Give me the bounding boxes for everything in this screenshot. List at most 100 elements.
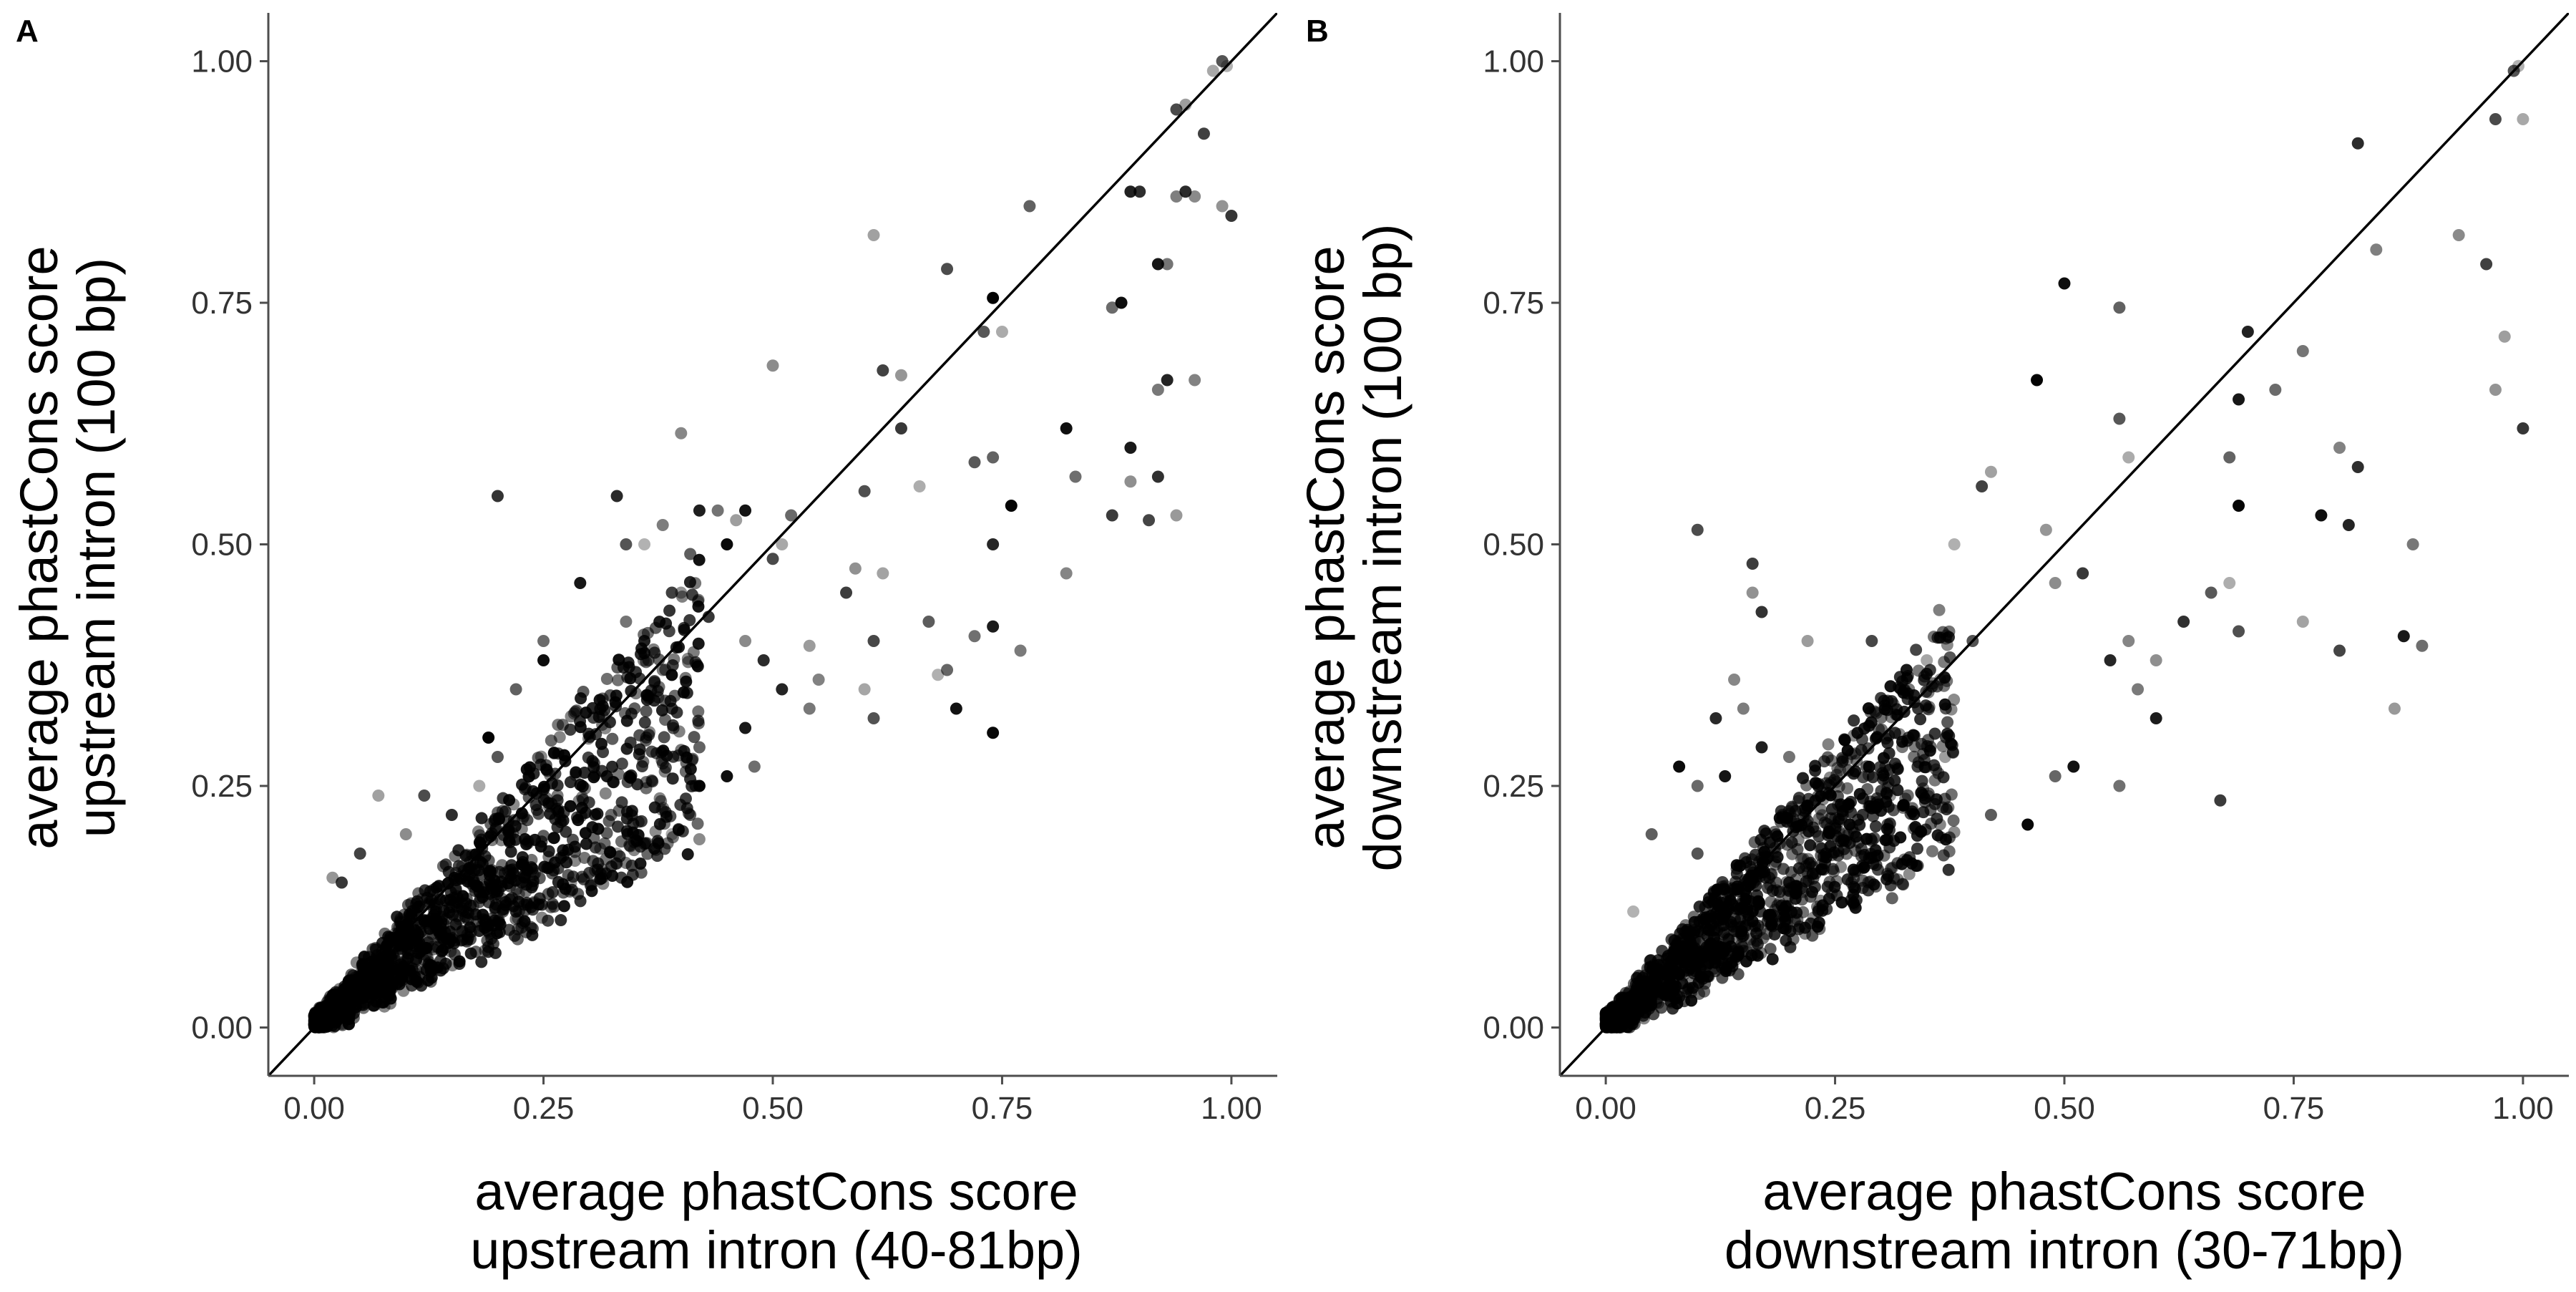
scatter-point: [577, 685, 590, 698]
scatter-point: [1732, 949, 1745, 962]
scatter-point: [338, 1008, 351, 1021]
scatter-point: [658, 731, 670, 744]
scatter-point: [693, 553, 706, 566]
scatter-point: [1868, 832, 1880, 845]
scatter-point: [1869, 820, 1882, 832]
scatter-point: [977, 326, 990, 338]
scatter-point: [1679, 926, 1692, 938]
scatter-point: [1189, 374, 1201, 387]
scatter-point: [555, 914, 567, 927]
scatter-point: [1691, 779, 1704, 792]
scatter-point: [564, 776, 577, 789]
scatter-point: [1801, 867, 1814, 879]
scatter-point: [1809, 777, 1822, 790]
scatter-point: [681, 652, 694, 665]
scatter-point: [1636, 992, 1649, 1005]
scatter-point: [1906, 805, 1918, 818]
scatter-point: [506, 863, 519, 876]
scatter-point: [631, 778, 644, 791]
scatter-point: [1800, 779, 1813, 792]
scatter-point: [659, 761, 672, 774]
scatter-point: [1604, 1020, 1616, 1033]
scatter-point: [565, 876, 577, 889]
scatter-point: [1830, 768, 1843, 781]
x-tick-label: 1.00: [1201, 1091, 1262, 1126]
scatter-point: [1926, 845, 1938, 858]
scatter-point: [663, 604, 676, 617]
scatter-point: [1933, 603, 1946, 616]
scatter-point: [604, 689, 617, 702]
scatter-point: [610, 847, 623, 860]
scatter-point: [2058, 277, 2071, 290]
scatter-point: [557, 849, 570, 862]
scatter-point: [557, 900, 570, 913]
scatter-point: [2452, 229, 2465, 241]
scatter-point: [1868, 705, 1881, 718]
scatter-point: [1161, 374, 1174, 387]
scatter-point: [625, 684, 638, 697]
scatter-point: [1941, 716, 1954, 729]
scatter-point: [577, 793, 590, 806]
scatter-point: [1216, 55, 1229, 67]
scatter-point: [1751, 949, 1764, 962]
scatter-point: [2049, 770, 2062, 782]
scatter-point: [473, 925, 486, 937]
scatter-point: [592, 822, 605, 835]
scatter-point: [1925, 817, 1938, 830]
scatter-point: [1984, 465, 1997, 478]
scatter-point: [2021, 818, 2034, 831]
scatter-point: [1855, 733, 1868, 746]
scatter-point: [1849, 883, 1862, 895]
scatter-point: [341, 982, 354, 995]
y-tick-label: 0.00: [191, 1011, 253, 1046]
scatter-point: [1838, 833, 1850, 846]
scatter-point: [528, 895, 541, 908]
scatter-point: [1687, 910, 1700, 923]
scatter-point: [1865, 635, 1878, 647]
scatter-point: [1652, 996, 1665, 1009]
scatter-point: [512, 888, 525, 900]
scatter-point: [1835, 860, 1848, 873]
scatter-point: [584, 879, 597, 892]
scatter-point: [1891, 784, 1904, 797]
scatter-point: [1179, 185, 1192, 198]
scatter-point: [598, 837, 611, 850]
scatter-point: [1709, 712, 1722, 724]
x-axis-title-b-line1: average phastCons score: [1762, 1162, 2366, 1221]
scatter-point: [693, 741, 706, 754]
scatter-point: [620, 616, 633, 628]
identity-line: [1560, 13, 2569, 1076]
scatter-point: [640, 731, 653, 744]
scatter-point: [449, 897, 462, 910]
y-axis-title-a-line1: average phastCons score: [9, 246, 69, 849]
panel-b: B average phastCons score downstream int…: [1296, 13, 2569, 1280]
scatter-point: [1755, 833, 1767, 846]
scatter-point: [493, 865, 506, 878]
scatter-point: [637, 654, 650, 667]
scatter-point: [922, 616, 935, 628]
scatter-point: [586, 701, 599, 714]
y-tick-label: 1.00: [191, 44, 253, 79]
scatter-point: [522, 837, 535, 850]
scatter-point: [491, 751, 504, 763]
scatter-point: [1719, 770, 1732, 782]
scatter-point: [1124, 475, 1137, 488]
scatter-point: [1878, 703, 1891, 716]
scatter-point: [583, 867, 596, 879]
scatter-point: [1802, 853, 1815, 865]
scatter-point: [1888, 774, 1901, 787]
scatter-point: [675, 591, 688, 603]
scatter-point: [516, 851, 529, 864]
scatter-point: [2351, 137, 2364, 150]
scatter-point: [475, 812, 488, 825]
scatter-point: [840, 586, 853, 599]
scatter-point: [913, 480, 926, 492]
scatter-point: [1714, 896, 1727, 909]
scatter-point: [606, 732, 619, 745]
scatter-point: [2333, 442, 2346, 454]
scatter-point: [1724, 940, 1737, 953]
scatter-point: [615, 796, 628, 809]
scatter-point: [1717, 913, 1730, 926]
scatter-point: [730, 514, 743, 527]
scatter-point: [691, 659, 703, 671]
